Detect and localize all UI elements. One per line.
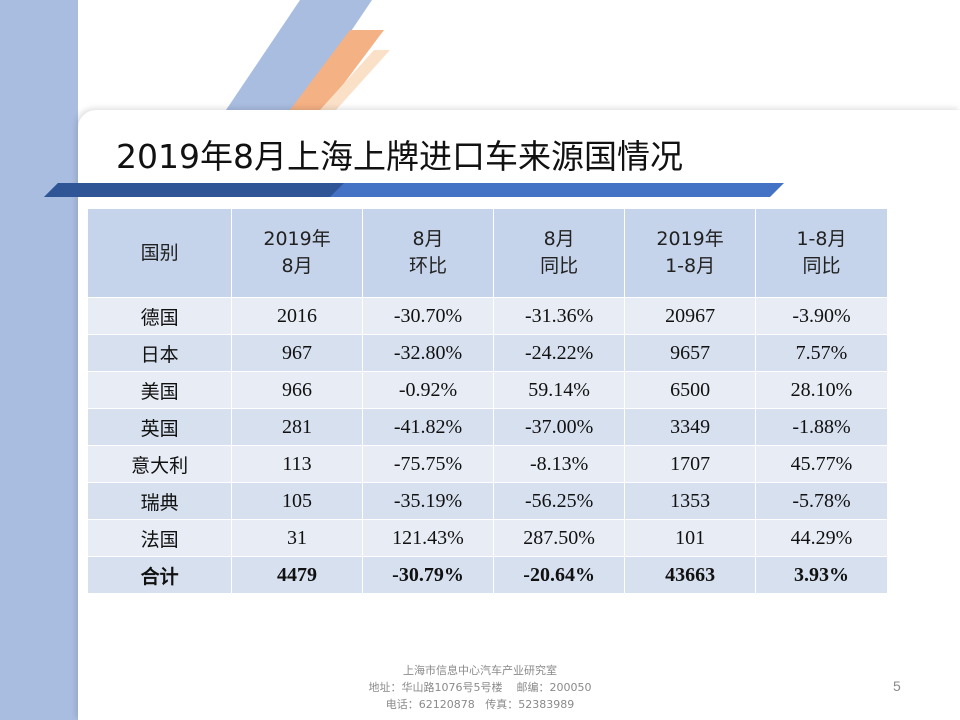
cell-yoy: -31.36% [493,297,626,335]
table-row: 德国 2016 -30.70% -31.36% 20967 -3.90% [86,297,888,335]
cell-ytd-yoy: -1.88% [755,408,888,446]
footer-info: 上海市信息中心汽车产业研究室 地址：华山路1076号5号楼 邮编：200050 … [0,662,960,713]
cell-country: 美国 [86,371,233,409]
cell-aug: 2016 [231,297,363,335]
cell-aug: 113 [231,445,363,483]
cell-ytd: 3349 [624,408,756,446]
title-underline [44,183,784,197]
cell-yoy: 59.14% [493,371,626,409]
header-aug-mom: 8月 环比 [361,208,495,298]
cell-yoy: -37.00% [493,408,626,446]
cell-yoy: -8.13% [493,445,626,483]
table-row: 日本 967 -32.80% -24.22% 9657 7.57% [86,334,888,372]
table-row: 英国 281 -41.82% -37.00% 3349 -1.88% [86,408,888,446]
cell-aug: 31 [231,519,363,557]
header-line: 环比 [408,255,447,277]
cell-mom: -75.75% [361,445,495,483]
footer-contact: 电话：62120878 传真：52383989 [385,698,575,711]
header-country: 国别 [86,208,233,298]
table-header-row: 国别 2019年 8月 8月 环比 8月 同比 2019年 1-8月 1-8月 … [86,208,888,298]
cell-country: 德国 [86,297,233,335]
cell-mom: 121.43% [361,519,495,557]
header-aug-yoy: 8月 同比 [493,208,626,298]
cell-ytd: 1353 [624,482,756,520]
cell-mom: -0.92% [361,371,495,409]
header-line: 2019年 [656,228,724,250]
header-line: 8月 [412,228,444,250]
cell-ytd: 20967 [624,297,756,335]
cell-ytd: 1707 [624,445,756,483]
cell-country: 瑞典 [86,482,233,520]
cell-total-mom: -30.79% [361,556,495,594]
cell-total-yoy: -20.64% [493,556,626,594]
cell-total-label: 合计 [86,556,233,594]
cell-mom: -30.70% [361,297,495,335]
table-row: 意大利 113 -75.75% -8.13% 1707 45.77% [86,445,888,483]
header-aug-2019: 2019年 8月 [231,208,363,298]
cell-ytd-yoy: 28.10% [755,371,888,409]
header-line: 1-8月 [665,255,716,277]
header-line: 国别 [140,241,179,264]
import-source-table: 国别 2019年 8月 8月 环比 8月 同比 2019年 1-8月 1-8月 … [86,208,888,594]
cell-yoy: -24.22% [493,334,626,372]
cell-ytd: 9657 [624,334,756,372]
cell-aug: 105 [231,482,363,520]
footer-org: 上海市信息中心汽车产业研究室 [403,664,557,677]
header-ytd-2019: 2019年 1-8月 [624,208,756,298]
header-line: 8月 [281,255,313,277]
table-row: 美国 966 -0.92% 59.14% 6500 28.10% [86,371,888,409]
cell-country: 意大利 [86,445,233,483]
page-number: 5 [893,678,901,694]
cell-country: 英国 [86,408,233,446]
table-row: 法国 31 121.43% 287.50% 101 44.29% [86,519,888,557]
cell-mom: -32.80% [361,334,495,372]
cell-yoy: -56.25% [493,482,626,520]
cell-ytd: 101 [624,519,756,557]
cell-ytd-yoy: 45.77% [755,445,888,483]
cell-ytd-yoy: -5.78% [755,482,888,520]
header-line: 同比 [802,255,841,277]
cell-ytd-yoy: 7.57% [755,334,888,372]
cell-mom: -41.82% [361,408,495,446]
cell-total-ytd: 43663 [624,556,756,594]
cell-country: 日本 [86,334,233,372]
cell-aug: 967 [231,334,363,372]
footer-address: 地址：华山路1076号5号楼 邮编：200050 [368,681,592,694]
cell-total-ytd-yoy: 3.93% [755,556,888,594]
header-line: 同比 [540,255,579,277]
left-decor-panel [0,0,78,720]
header-ytd-yoy: 1-8月 同比 [755,208,888,298]
cell-total-aug: 4479 [231,556,363,594]
cell-ytd-yoy: 44.29% [755,519,888,557]
cell-aug: 966 [231,371,363,409]
header-line: 1-8月 [796,228,847,250]
slide-title: 2019年8月上海上牌进口车来源国情况 [116,137,683,176]
cell-mom: -35.19% [361,482,495,520]
table-total-row: 合计 4479 -30.79% -20.64% 43663 3.93% [86,556,888,594]
cell-ytd: 6500 [624,371,756,409]
header-line: 8月 [543,228,575,250]
cell-aug: 281 [231,408,363,446]
cell-ytd-yoy: -3.90% [755,297,888,335]
header-line: 2019年 [263,228,331,250]
table-row: 瑞典 105 -35.19% -56.25% 1353 -5.78% [86,482,888,520]
cell-country: 法国 [86,519,233,557]
cell-yoy: 287.50% [493,519,626,557]
